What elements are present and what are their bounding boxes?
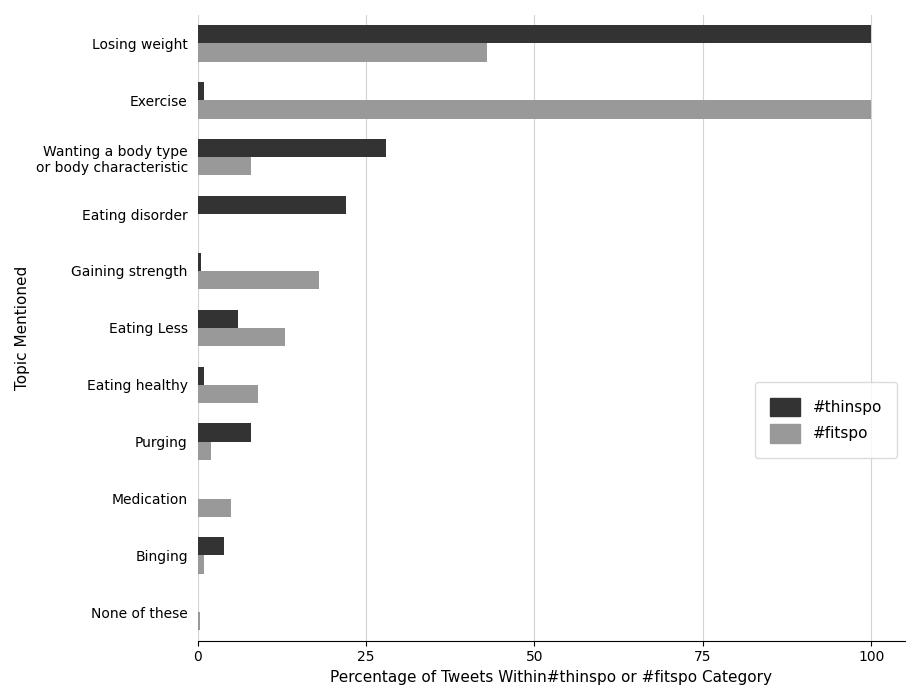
Bar	[198, 100, 870, 118]
Bar	[198, 367, 204, 385]
Bar	[198, 442, 210, 460]
Bar	[198, 43, 487, 62]
Bar	[198, 139, 386, 158]
Bar	[198, 253, 200, 271]
Bar	[198, 271, 319, 289]
X-axis label: Percentage of Tweets Within#thinspo or #fitspo Category: Percentage of Tweets Within#thinspo or #…	[330, 670, 771, 685]
Bar	[198, 424, 251, 442]
Bar	[198, 385, 258, 403]
Legend: #thinspo, #fitspo: #thinspo, #fitspo	[754, 382, 896, 458]
Bar	[198, 328, 285, 346]
Bar	[198, 25, 870, 43]
Bar	[198, 612, 199, 631]
Bar	[198, 82, 204, 100]
Bar	[198, 309, 238, 328]
Bar	[198, 537, 224, 555]
Bar	[198, 498, 231, 517]
Bar	[198, 158, 251, 176]
Y-axis label: Topic Mentioned: Topic Mentioned	[15, 266, 30, 390]
Bar	[198, 555, 204, 573]
Bar	[198, 196, 346, 214]
